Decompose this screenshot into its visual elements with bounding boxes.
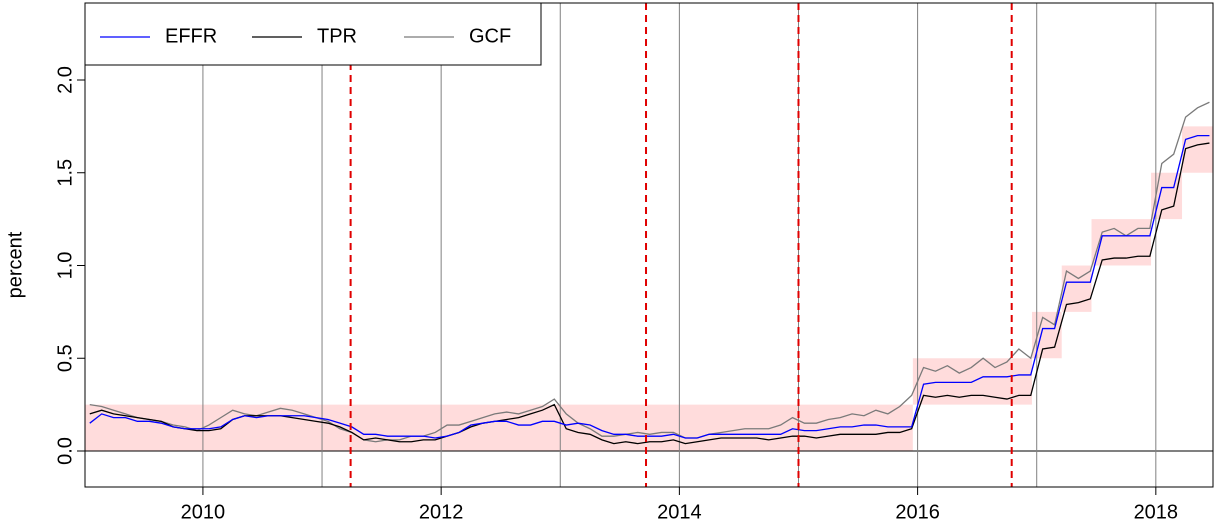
y-tick-label: 0.5 — [54, 344, 76, 372]
legend-label: TPR — [317, 25, 357, 47]
x-tick-label: 2010 — [181, 501, 226, 523]
series-line — [89, 101, 1210, 443]
legend-box — [84, 2, 542, 66]
plot-frame — [84, 2, 1214, 488]
series-line — [89, 134, 1210, 439]
x-tick-label: 2016 — [895, 501, 940, 523]
x-tick-label: 2018 — [1134, 501, 1179, 523]
y-axis-label: percent — [4, 231, 26, 298]
x-tick-label: 2012 — [419, 501, 464, 523]
y-tick-label: 1.5 — [54, 159, 76, 187]
series-line — [89, 142, 1210, 445]
target-range-band — [1182, 126, 1213, 173]
axes: 0.0 0.5 1.0 1.5 2.0 2010 2012 2014 2016 2018 — [54, 66, 1178, 523]
y-tick-label: 1.0 — [54, 252, 76, 280]
target-range-band — [85, 404, 913, 452]
legend-label: EFFR — [165, 25, 217, 47]
x-tick-label: 2014 — [657, 501, 702, 523]
plot-area — [85, 3, 1213, 487]
legend: EFFR TPR GCF — [84, 2, 542, 66]
y-tick-label: 2.0 — [54, 66, 76, 94]
y-tick-label: 0.0 — [54, 437, 76, 465]
legend-label: GCF — [469, 25, 511, 47]
